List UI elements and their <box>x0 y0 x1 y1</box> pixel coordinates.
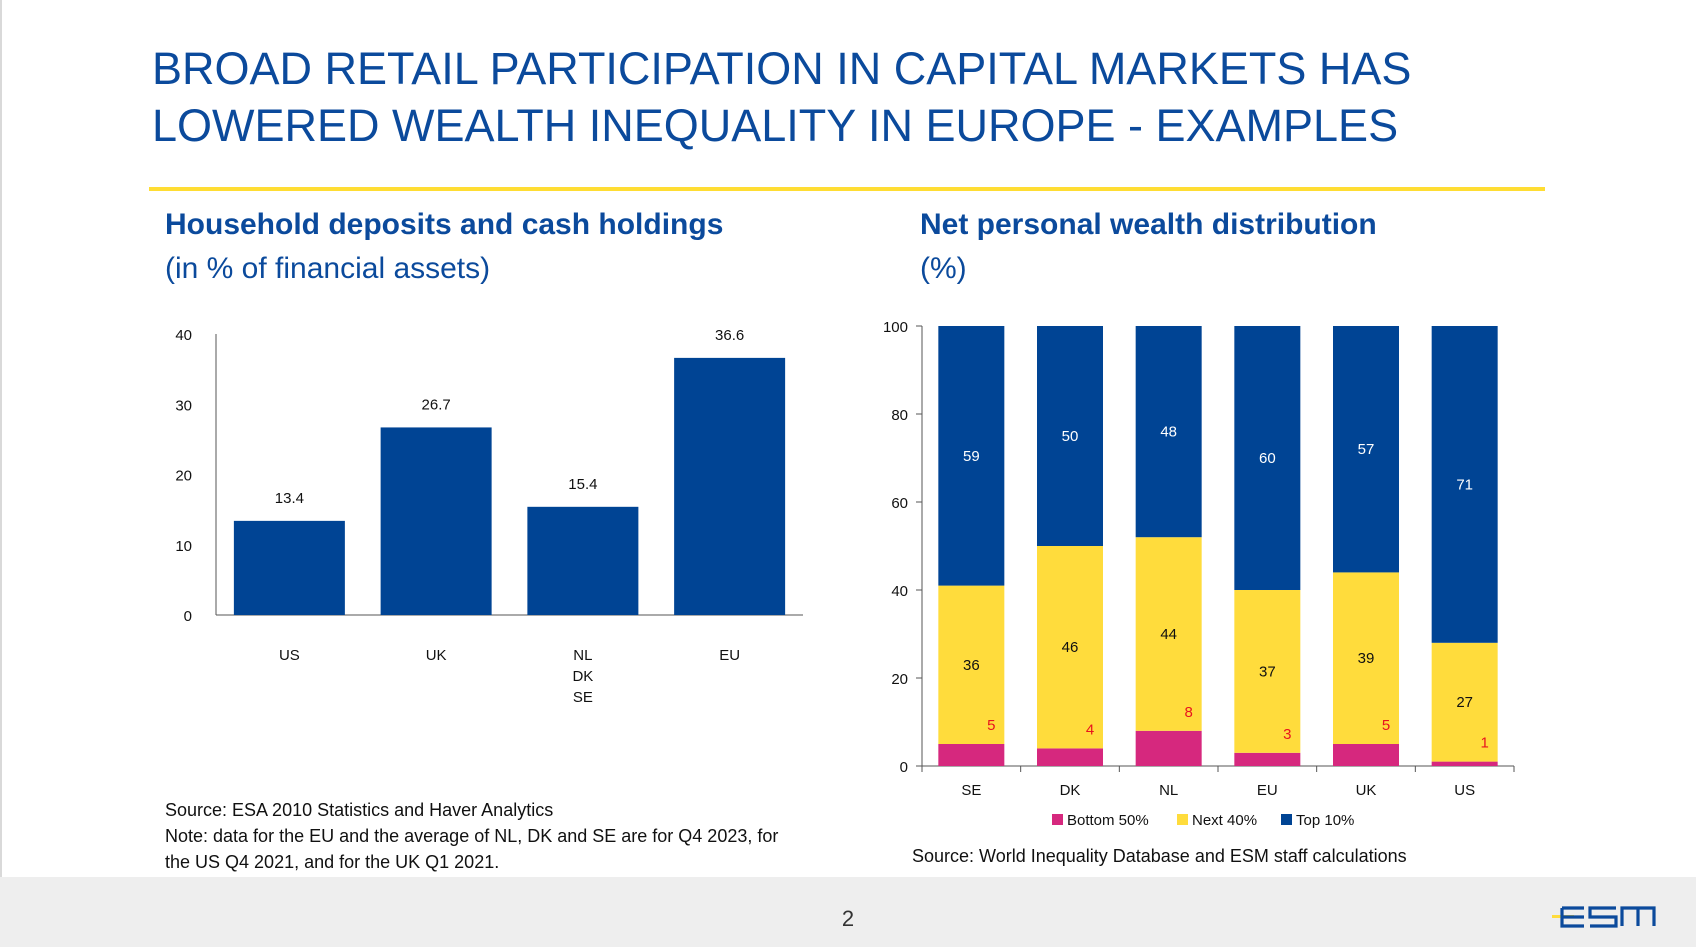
bar-value-label: 26.7 <box>422 396 451 413</box>
legend-swatch-0 <box>1052 814 1063 825</box>
x-tick-label: NL <box>1159 782 1178 799</box>
legend-label: Top 10% <box>1296 812 1354 829</box>
slide-title-line-2: LOWERED WEALTH INEQUALITY IN EUROPE - EX… <box>152 100 1399 151</box>
y-tick-label: 20 <box>891 671 908 688</box>
next-40-value-label: 46 <box>1062 639 1079 656</box>
y-tick-label: 30 <box>175 397 192 414</box>
bar-eu <box>674 357 786 615</box>
bar-segment-dk-bottom-50 <box>1037 748 1103 766</box>
bar-segment-se-next-40 <box>938 585 1005 744</box>
slide-title-line-1: BROAD RETAIL PARTICIPATION IN CAPITAL MA… <box>152 43 1412 94</box>
left-chart-note-line-1: Note: data for the EU and the average of… <box>165 826 779 846</box>
y-tick-label: 0 <box>900 759 908 776</box>
bar-segment-uk-bottom-50 <box>1333 744 1399 766</box>
x-tick-label: US <box>279 647 300 664</box>
legend-label: Next 40% <box>1192 812 1257 829</box>
next-40-value-label: 37 <box>1259 663 1276 680</box>
x-tick-label: NL <box>573 647 592 664</box>
page-number: 2 <box>841 906 855 931</box>
legend-swatch-1 <box>1177 814 1188 825</box>
top-10-value-label: 71 <box>1456 476 1473 493</box>
footer-bar <box>0 877 1696 947</box>
bottom-50-value-label: 5 <box>1382 717 1390 734</box>
x-tick-label: EU <box>1257 782 1278 799</box>
next-40-value-label: 44 <box>1160 626 1177 643</box>
slide-border <box>0 0 2 877</box>
bar-segment-eu-top-10 <box>1234 326 1301 590</box>
y-tick-label: 80 <box>891 407 908 424</box>
bottom-50-value-label: 5 <box>987 717 995 734</box>
y-tick-label: 40 <box>175 327 192 344</box>
x-tick-label: UK <box>426 647 447 664</box>
bar-segment-us-bottom-50 <box>1431 761 1498 766</box>
legend-swatch-2 <box>1281 814 1292 825</box>
right-chart-source: Source: World Inequality Database and ES… <box>912 846 1407 866</box>
x-tick-label: US <box>1454 782 1475 799</box>
right-chart-subtitle: (%) <box>920 252 967 285</box>
bar-uk <box>380 427 492 615</box>
bar-segment-dk-next-40 <box>1037 546 1103 749</box>
y-tick-label: 100 <box>883 319 908 336</box>
bar-segment-se-top-10 <box>938 326 1005 586</box>
bar-segment-nl-bottom-50 <box>1135 730 1202 766</box>
x-tick-label: EU <box>719 647 740 664</box>
deposits-bar-chart: 0 10 20 30 40 13.4 US 26.7 UK 15.4 NL DK SE 36.6 EU <box>175 327 803 706</box>
y-tick-label: 60 <box>891 495 908 512</box>
bottom-50-value-label: 8 <box>1184 704 1192 721</box>
top-10-value-label: 50 <box>1062 428 1079 445</box>
slide-title: BROAD RETAIL PARTICIPATION IN CAPITAL MA… <box>152 40 1552 154</box>
left-chart-notes: Source: ESA 2010 Statistics and Haver An… <box>165 797 845 875</box>
bar-value-label: 15.4 <box>568 476 597 493</box>
y-tick-label: 10 <box>175 538 192 555</box>
x-tick-label: DK <box>1060 782 1081 799</box>
bar-value-label: 13.4 <box>275 490 304 507</box>
left-chart-source: Source: ESA 2010 Statistics and Haver An… <box>165 800 554 820</box>
y-tick-label: 20 <box>175 468 192 485</box>
top-10-value-label: 57 <box>1358 441 1375 458</box>
bottom-50-value-label: 3 <box>1283 726 1291 743</box>
left-chart-subtitle: (in % of financial assets) <box>165 252 491 285</box>
x-tick-label: SE <box>573 689 593 706</box>
bar-us <box>233 520 345 615</box>
right-chart-title: Net personal wealth distribution <box>920 208 1377 241</box>
bar-nl <box>527 506 639 615</box>
bar-segment-nl-next-40 <box>1135 537 1202 731</box>
left-chart-note-line-2: the US Q4 2021, and for the UK Q1 2021. <box>165 852 500 872</box>
top-10-value-label: 59 <box>963 448 980 465</box>
bottom-50-value-label: 4 <box>1086 721 1094 738</box>
bar-value-label: 36.6 <box>715 327 744 344</box>
bar-segment-nl-top-10 <box>1135 326 1202 538</box>
x-tick-label: SE <box>961 782 981 799</box>
top-10-value-label: 48 <box>1160 424 1177 441</box>
bottom-50-value-label: 1 <box>1480 735 1488 752</box>
y-tick-label: 40 <box>891 583 908 600</box>
bar-segment-uk-top-10 <box>1333 326 1399 573</box>
bar-segment-uk-next-40 <box>1333 572 1399 744</box>
bar-segment-eu-bottom-50 <box>1234 752 1301 766</box>
y-tick-label: 0 <box>184 608 192 625</box>
x-tick-label: DK <box>572 668 593 685</box>
bar-segment-eu-next-40 <box>1234 590 1301 753</box>
wealth-stacked-bar-chart: 0 20 40 60 80 100 5 36 59 SE 4 46 50 DK 8 44 48 NL 3 37 60 EU… <box>883 319 1515 829</box>
title-divider <box>149 187 1545 191</box>
next-40-value-label: 27 <box>1456 694 1473 711</box>
left-chart-title: Household deposits and cash holdings <box>165 208 724 241</box>
bar-segment-dk-top-10 <box>1037 326 1103 546</box>
legend-label: Bottom 50% <box>1067 812 1149 829</box>
bar-segment-us-next-40 <box>1431 642 1498 762</box>
bar-segment-us-top-10 <box>1431 326 1498 643</box>
bar-segment-se-bottom-50 <box>938 744 1005 766</box>
esm-logo: esm <box>1552 906 1656 928</box>
top-10-value-label: 60 <box>1259 450 1276 467</box>
x-tick-label: UK <box>1356 782 1377 799</box>
next-40-value-label: 39 <box>1358 650 1375 667</box>
next-40-value-label: 36 <box>963 657 980 674</box>
